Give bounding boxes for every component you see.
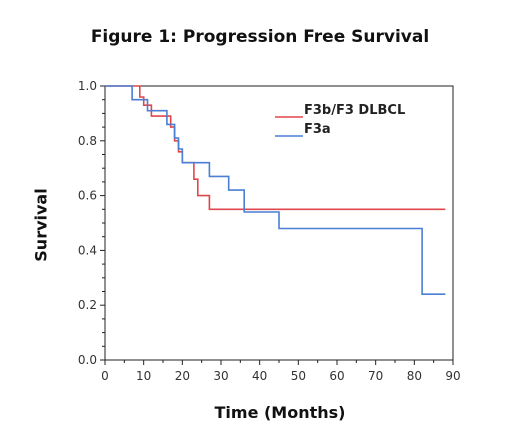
x-tick-label: 40 — [252, 369, 267, 383]
x-tick-label: 30 — [213, 369, 228, 383]
axes: 0.0 0.2 0.4 0.6 0.8 1.0 0 10 20 30 40 50 60 70 80 90 — [78, 79, 461, 383]
y-tick-label: 0.6 — [78, 189, 97, 203]
legend: F3b/F3 DLBCL F3a — [275, 103, 405, 137]
x-tick-label: 80 — [407, 369, 422, 383]
x-tick-label: 70 — [368, 369, 383, 383]
x-tick-label: 50 — [291, 369, 306, 383]
legend-label: F3a — [304, 122, 331, 137]
x-tick-label: 20 — [175, 369, 190, 383]
x-tick-label: 90 — [445, 369, 460, 383]
x-tick-label: 0 — [101, 369, 109, 383]
x-tick-label: 60 — [329, 369, 344, 383]
y-tick-label: 1.0 — [78, 79, 97, 93]
y-tick-label: 0.2 — [78, 298, 97, 312]
legend-label: F3b/F3 DLBCL — [304, 103, 405, 118]
chart-title: Figure 1: Progression Free Survival — [90, 27, 430, 47]
y-tick-label: 0.4 — [78, 243, 97, 257]
x-tick-label: 10 — [136, 369, 151, 383]
y-tick-label: 0.8 — [78, 134, 97, 148]
x-axis-label: Time (Months) — [214, 403, 346, 422]
series-line-f3a — [105, 85, 446, 296]
series-line-f3b-f3-dlbcl — [105, 85, 446, 211]
y-tick-label: 0.0 — [78, 353, 97, 367]
series-layer — [105, 85, 446, 296]
